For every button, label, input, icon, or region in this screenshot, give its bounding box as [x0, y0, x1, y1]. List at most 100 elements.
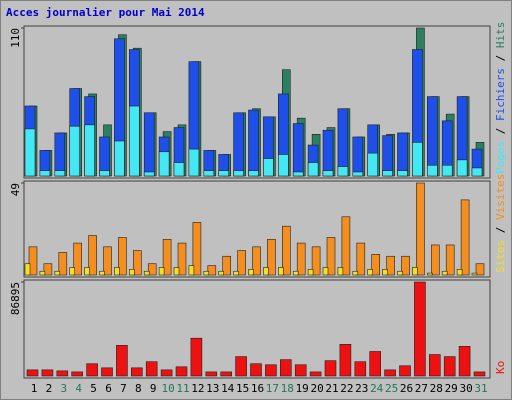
bar: [397, 132, 408, 177]
bar: [322, 267, 329, 276]
bar: [237, 250, 246, 276]
bar: [426, 164, 438, 177]
bar: [456, 269, 463, 276]
y-tick-label: 110: [9, 28, 22, 48]
bar: [203, 270, 210, 276]
bar: [103, 246, 112, 276]
bar: [356, 242, 366, 276]
bar: [322, 129, 334, 177]
legend-entry: Sites: [494, 240, 507, 273]
x-tick-label: 18: [281, 382, 294, 395]
bar: [160, 369, 173, 377]
x-tick-label: 20: [310, 382, 323, 395]
bar: [43, 263, 53, 276]
bar: [250, 363, 262, 377]
x-tick-label: 21: [325, 382, 338, 395]
bar: [99, 136, 110, 177]
bar: [326, 237, 336, 276]
bar: [397, 170, 408, 177]
bar: [28, 246, 38, 276]
bar: [414, 281, 426, 377]
bar: [430, 244, 440, 276]
bar: [203, 170, 215, 177]
bar: [382, 135, 393, 177]
x-tick-label: 10: [161, 382, 174, 395]
bar: [129, 269, 135, 276]
bar: [252, 246, 261, 276]
bar: [277, 154, 289, 177]
bar: [173, 267, 180, 276]
bar: [471, 167, 483, 177]
bar: [41, 369, 54, 377]
x-tick-label: 11: [176, 382, 189, 395]
bar: [129, 105, 140, 177]
bar: [86, 363, 98, 377]
bar: [399, 365, 411, 377]
bar: [143, 171, 155, 177]
bar: [263, 267, 269, 276]
bar: [267, 239, 276, 276]
bar: [84, 124, 95, 177]
bar: [162, 239, 172, 276]
bar: [99, 270, 105, 276]
bar: [367, 152, 379, 177]
bar: [69, 267, 75, 276]
legend: Pages / Fichiers / Hits: [494, 22, 507, 174]
x-tick-label: 17: [266, 382, 279, 395]
bar: [24, 128, 36, 177]
bar: [24, 263, 31, 276]
bar: [233, 170, 244, 177]
bar: [73, 242, 82, 276]
bar: [58, 252, 68, 276]
bar: [279, 359, 292, 377]
bar: [218, 170, 229, 177]
bar: [218, 270, 224, 276]
legend-entry: Fichiers: [494, 68, 507, 121]
x-tick-label: 23: [355, 382, 368, 395]
bar: [56, 370, 69, 377]
x-tick-label: 22: [340, 382, 353, 395]
bar: [190, 337, 203, 377]
bar: [322, 170, 334, 177]
bar: [177, 242, 187, 276]
bar: [143, 270, 150, 276]
bar: [401, 255, 410, 276]
bar: [307, 162, 319, 177]
bar: [352, 136, 364, 177]
bar: [222, 255, 231, 276]
legend-entry: Hits: [494, 22, 507, 49]
bar: [248, 109, 259, 177]
x-tick-label: 30: [459, 382, 472, 395]
x-tick-label: 29: [445, 382, 458, 395]
x-tick-label: 5: [90, 382, 97, 395]
x-tick-label: 13: [206, 382, 219, 395]
x-tick-label: 6: [105, 382, 112, 395]
y-tick-label: 86895: [9, 282, 22, 315]
x-tick-label: 27: [415, 382, 428, 395]
x-tick-label: 7: [120, 382, 127, 395]
bar: [337, 166, 349, 177]
bar: [397, 270, 403, 276]
legend-entry: Pages: [494, 141, 507, 174]
bar: [292, 123, 304, 177]
bar: [220, 371, 232, 377]
x-tick-label: 4: [75, 382, 82, 395]
legend-entry: Visites: [494, 174, 507, 220]
bar: [416, 182, 425, 276]
bar: [131, 367, 143, 377]
bar: [248, 170, 259, 177]
bar: [277, 267, 284, 276]
x-tick-label: 9: [150, 382, 157, 395]
x-tick-label: 1: [31, 382, 38, 395]
bar: [426, 272, 433, 276]
bar: [294, 364, 307, 377]
x-tick-label: 31: [474, 382, 487, 395]
bar: [369, 351, 382, 377]
bar: [428, 354, 441, 377]
bar: [192, 222, 202, 276]
x-tick-label: 2: [46, 382, 53, 395]
legend-separator: /: [494, 48, 507, 68]
bar: [99, 170, 110, 177]
bar: [235, 356, 247, 377]
bar: [233, 112, 244, 177]
